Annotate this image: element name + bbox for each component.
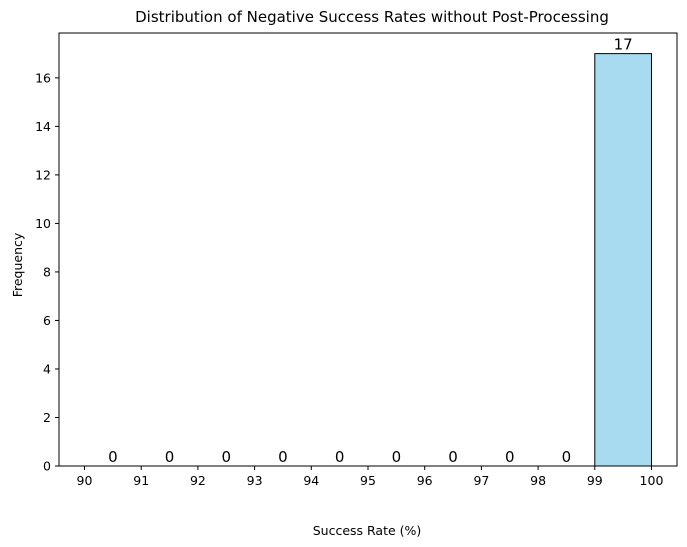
bar-value-label: 0 <box>505 448 515 466</box>
bar-value-label: 0 <box>335 448 345 466</box>
x-tick-label: 93 <box>247 473 263 488</box>
x-axis: 90 91 92 93 94 95 96 97 98 99 100 <box>77 466 664 488</box>
y-tick-label: 12 <box>35 167 51 182</box>
bar-value-label: 17 <box>614 36 633 54</box>
y-axis: 0 2 4 6 8 10 12 14 16 <box>35 70 59 474</box>
chart-title: Distribution of Negative Success Rates w… <box>135 8 609 26</box>
x-tick-label: 90 <box>77 473 93 488</box>
x-tick-label: 100 <box>640 473 664 488</box>
x-tick-label: 98 <box>530 473 546 488</box>
bar-value-label: 0 <box>221 448 231 466</box>
bar-value-label: 0 <box>562 448 572 466</box>
bar-value-label: 0 <box>448 448 458 466</box>
y-tick-label: 0 <box>43 459 51 474</box>
x-tick-label: 96 <box>417 473 433 488</box>
axes-frame <box>58 32 678 467</box>
y-tick-label: 2 <box>43 410 51 425</box>
bars-group <box>594 53 652 467</box>
y-tick-label: 16 <box>35 70 51 85</box>
bar-value-label: 0 <box>278 448 288 466</box>
y-tick-label: 14 <box>35 119 51 134</box>
bar-value-label: 0 <box>165 448 175 466</box>
y-tick-label: 6 <box>43 313 51 328</box>
bar-value-label: 0 <box>108 448 118 466</box>
x-tick-label: 97 <box>473 473 489 488</box>
x-tick-label: 94 <box>303 473 319 488</box>
histogram-bar <box>594 53 652 467</box>
x-tick-label: 99 <box>587 473 603 488</box>
y-axis-label: Frequency <box>10 232 25 297</box>
x-tick-label: 92 <box>190 473 206 488</box>
x-tick-label: 95 <box>360 473 376 488</box>
x-axis-label: Success Rate (%) <box>313 523 422 538</box>
bar-value-label: 0 <box>392 448 402 466</box>
y-tick-label: 10 <box>35 216 51 231</box>
x-tick-label: 91 <box>133 473 149 488</box>
y-tick-label: 4 <box>43 361 51 376</box>
y-tick-label: 8 <box>43 264 51 279</box>
data-labels-group: 0 0 0 0 0 0 0 0 0 17 <box>108 36 633 466</box>
